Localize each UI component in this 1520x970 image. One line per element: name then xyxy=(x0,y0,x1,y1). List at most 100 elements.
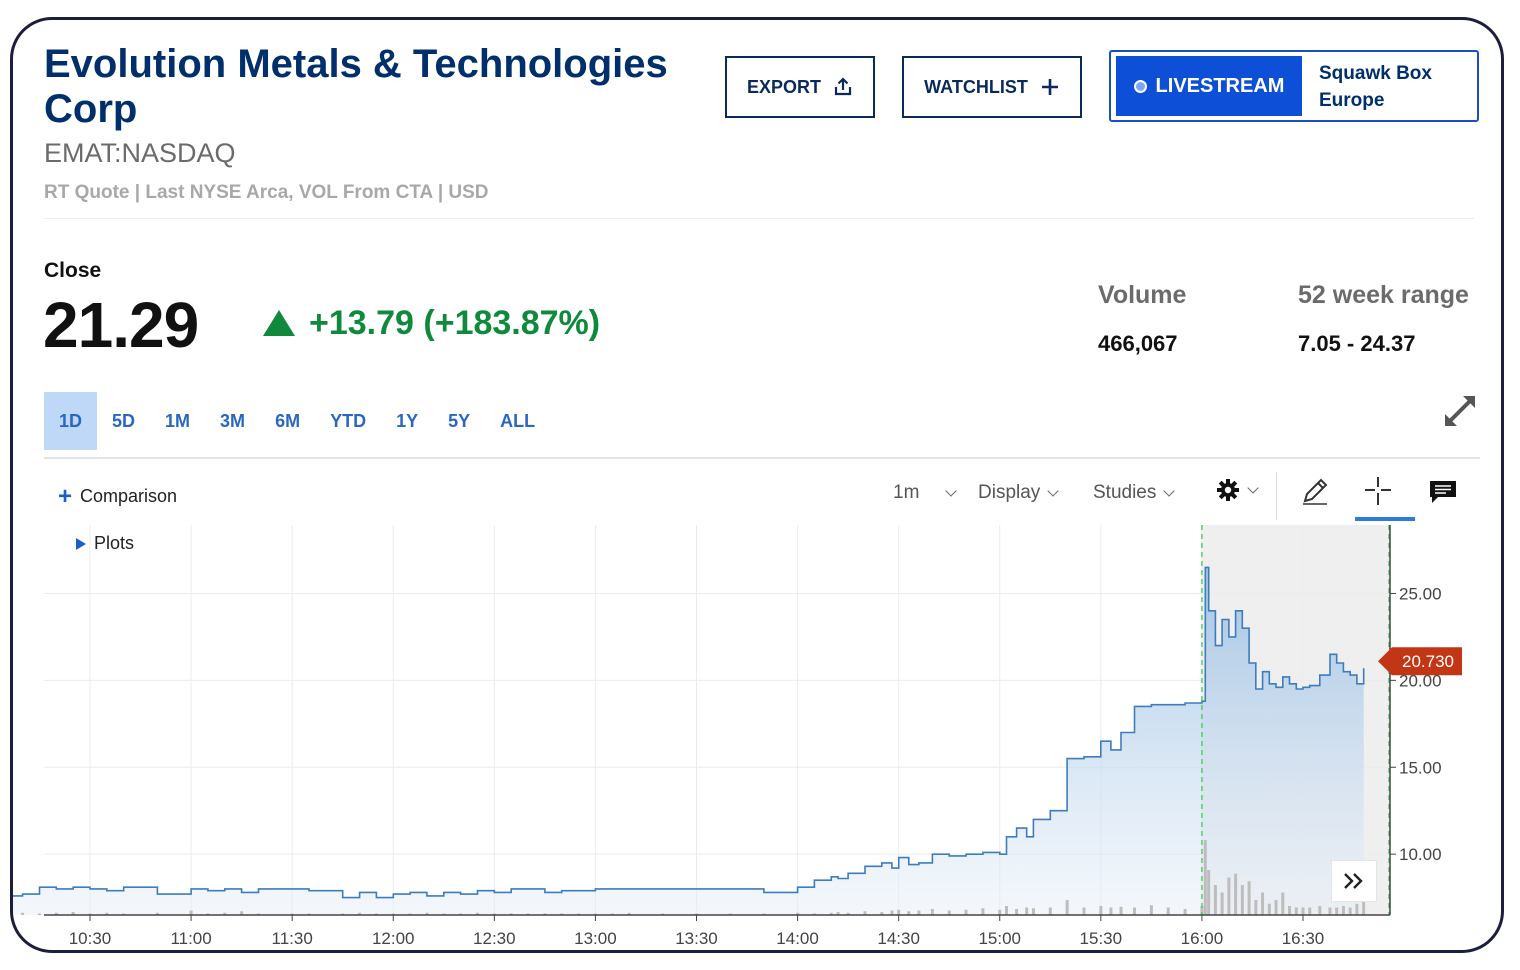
volume-bar xyxy=(907,911,911,915)
volume-bar xyxy=(1355,903,1359,915)
livestream-widget xyxy=(1109,50,1479,122)
price-chart[interactable]: 10:30 11:00 11:30 12:00 12:30 13:00 13:30 14:00… xyxy=(13,20,1504,953)
volume-bar xyxy=(1048,907,1052,915)
volume-bar xyxy=(1254,900,1258,915)
tab-6m[interactable]: 6M xyxy=(275,410,301,431)
pencil-icon[interactable] xyxy=(1299,475,1331,507)
volume-bar xyxy=(1318,906,1322,915)
double-chevron-right-icon xyxy=(1344,873,1363,889)
volume-bar xyxy=(836,912,840,915)
interval-dropdown[interactable]: 1m xyxy=(893,482,958,504)
volume-bar xyxy=(1362,900,1366,915)
watchlist-label: WATCHLIST xyxy=(924,76,1028,97)
volume-bar xyxy=(1335,907,1339,915)
y-tick-label: 15.00 xyxy=(1399,758,1442,777)
last-price-label: 20.730 xyxy=(1402,652,1454,671)
comparison-button[interactable]: + Comparison xyxy=(58,482,178,510)
volume-bar xyxy=(890,910,894,915)
interval-label: 1m xyxy=(893,482,920,503)
volume-bar xyxy=(1247,881,1251,915)
display-dropdown[interactable]: Display xyxy=(978,482,1059,504)
x-tick-label: 10:30 xyxy=(69,929,112,948)
volume-bar xyxy=(1288,906,1292,915)
volume-bar xyxy=(796,912,800,915)
x-tick-label: 11:30 xyxy=(272,929,313,948)
comparison-label: Comparison xyxy=(80,486,178,506)
ticker-symbol: EMAT:NASDAQ xyxy=(44,138,236,168)
livestream-label: LIVESTREAM xyxy=(1155,74,1285,97)
volume-bar xyxy=(1015,909,1019,915)
x-tick-label: 14:00 xyxy=(776,929,819,948)
volume-bar xyxy=(1301,907,1305,915)
volume-bar xyxy=(897,909,901,915)
volume-bar xyxy=(1025,907,1029,915)
volume-bar xyxy=(71,912,75,915)
volume-bar xyxy=(1203,840,1207,915)
volume-bar xyxy=(155,912,159,915)
studies-dropdown[interactable]: Studies xyxy=(1093,482,1176,504)
livestream-show-link[interactable]: Squawk Box Europe xyxy=(1319,60,1469,114)
settings-dropdown[interactable] xyxy=(1216,478,1259,502)
volume-bar xyxy=(21,912,25,915)
tab-1d[interactable]: 1D xyxy=(44,392,98,450)
export-button[interactable]: EXPORT xyxy=(725,56,875,118)
plots-label: Plots xyxy=(94,533,135,553)
header-divider xyxy=(44,218,1474,219)
volume-bar xyxy=(425,912,429,915)
plots-toggle[interactable]: Plots xyxy=(76,533,134,554)
volume-bar xyxy=(947,910,951,915)
y-tick-label: 10.00 xyxy=(1399,845,1442,864)
volume-bar xyxy=(1308,907,1312,915)
crosshair-icon[interactable] xyxy=(1363,475,1393,507)
x-tick-label: 11:00 xyxy=(170,929,211,948)
volume-bar xyxy=(829,912,833,915)
livestream-button[interactable]: LIVESTREAM xyxy=(1116,56,1302,116)
x-tick-label: 16:30 xyxy=(1282,929,1325,948)
caret-right-icon xyxy=(76,537,86,550)
watchlist-button[interactable]: WATCHLIST xyxy=(902,56,1082,118)
volume-bar xyxy=(1213,885,1217,915)
volume-bar xyxy=(1031,908,1035,915)
volume-bar xyxy=(1341,906,1345,915)
range-tabs: 1D 5D 1M 3M 6M YTD 1Y 5Y ALL xyxy=(44,392,550,450)
x-tick-label: 15:00 xyxy=(978,929,1021,948)
volume-bar xyxy=(1220,892,1224,915)
volume-bar xyxy=(863,911,867,915)
tab-ytd[interactable]: YTD xyxy=(330,410,367,431)
expand-icon[interactable] xyxy=(1441,392,1479,430)
volume-bar xyxy=(240,911,244,915)
live-dot-icon xyxy=(1133,79,1147,93)
company-name: Evolution Metals & Technologies Corp xyxy=(44,42,668,131)
comment-icon[interactable] xyxy=(1428,479,1458,505)
volume-bar xyxy=(189,910,193,915)
volume-bar xyxy=(1183,909,1187,915)
volume-bar xyxy=(846,912,850,915)
tab-1y[interactable]: 1Y xyxy=(396,410,419,431)
plus-icon xyxy=(1041,79,1058,95)
volume-bar xyxy=(1099,906,1103,915)
tab-3m[interactable]: 3M xyxy=(220,410,246,431)
price-change: +13.79 (+183.87%) xyxy=(309,304,601,342)
range-label: 52 week range xyxy=(1298,281,1469,309)
x-tick-label: 13:30 xyxy=(675,929,718,948)
volume-bar xyxy=(1133,907,1137,915)
tab-5y[interactable]: 5Y xyxy=(448,410,471,431)
plus-icon: + xyxy=(58,482,73,510)
close-label: Close xyxy=(44,259,102,282)
volume-bar xyxy=(1004,906,1008,915)
gear-icon xyxy=(1217,479,1239,501)
volume-bar xyxy=(998,909,1002,915)
volume-bar xyxy=(1261,892,1265,915)
volume-bar xyxy=(1240,885,1244,915)
tabs-divider xyxy=(44,457,1480,459)
scroll-to-latest-button[interactable] xyxy=(1331,860,1377,902)
share-icon xyxy=(834,77,852,96)
tab-5d[interactable]: 5D xyxy=(112,410,136,431)
export-label: EXPORT xyxy=(746,76,821,97)
studies-label: Studies xyxy=(1093,482,1157,503)
tab-1m[interactable]: 1M xyxy=(165,410,191,431)
tab-all[interactable]: ALL xyxy=(500,410,536,431)
volume-bar xyxy=(1082,907,1086,915)
volume-bar xyxy=(1065,900,1069,915)
price-line xyxy=(13,566,1365,899)
